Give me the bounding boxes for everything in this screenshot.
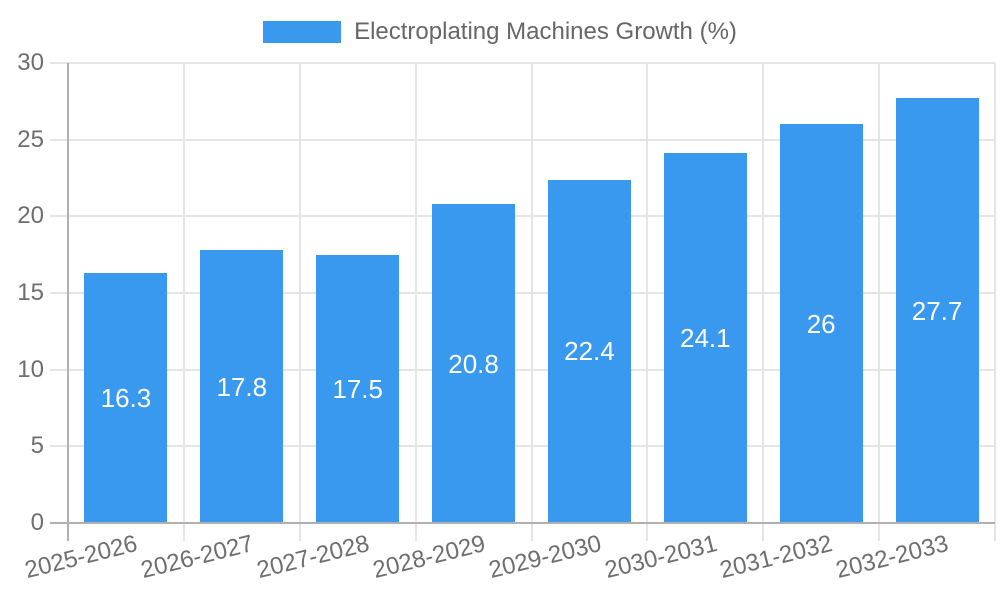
- gridline-vertical: [530, 63, 533, 523]
- x-axis-tick: [878, 523, 881, 541]
- bar-2030-2031[interactable]: [663, 153, 747, 523]
- gridline-vertical: [646, 63, 649, 523]
- y-axis-tick: [50, 292, 68, 294]
- x-tick-label: 2026-2027: [138, 530, 257, 584]
- bar-2028-2029[interactable]: [432, 204, 516, 523]
- x-tick-label: 2032-2033: [833, 530, 952, 584]
- x-axis-tick: [646, 523, 649, 541]
- x-axis-tick: [414, 523, 417, 541]
- gridline-vertical: [762, 63, 765, 523]
- y-tick-label: 20: [17, 202, 44, 230]
- y-tick-label: 30: [17, 49, 44, 76]
- bar-2029-2030[interactable]: [547, 179, 631, 523]
- gridline-vertical: [878, 63, 881, 523]
- x-tick-label: 2025-2026: [22, 530, 141, 584]
- bar-2032-2033[interactable]: [895, 98, 979, 523]
- bar-2025-2026[interactable]: [84, 273, 168, 523]
- x-axis-line: [50, 522, 995, 524]
- x-tick-label: 2031-2032: [717, 530, 836, 584]
- bar-2026-2027[interactable]: [200, 250, 284, 523]
- y-axis-tick: [50, 445, 68, 448]
- x-tick-label: 2030-2031: [601, 530, 720, 584]
- y-tick-label: 25: [17, 125, 44, 153]
- y-tick-label: 10: [17, 355, 44, 383]
- gridline-vertical: [298, 63, 301, 523]
- y-axis-tick: [50, 215, 68, 218]
- y-axis-line: [67, 63, 69, 541]
- x-axis-tick: [994, 523, 996, 541]
- x-axis-tick: [530, 523, 533, 541]
- x-tick-label: 2028-2029: [369, 530, 488, 584]
- legend-label: Electroplating Machines Growth (%): [354, 18, 737, 45]
- legend[interactable]: Electroplating Machines Growth (%): [0, 18, 1000, 46]
- y-axis-tick: [50, 62, 68, 64]
- bar-2027-2028[interactable]: [316, 254, 400, 523]
- gridline-vertical: [994, 63, 996, 523]
- y-tick-label: 5: [30, 432, 44, 460]
- x-axis-tick: [762, 523, 765, 541]
- x-axis-tick: [298, 523, 301, 541]
- x-axis-tick: [182, 523, 185, 541]
- x-tick-label: 2027-2028: [254, 530, 372, 584]
- y-axis-tick: [50, 368, 68, 371]
- y-tick-label: 15: [17, 279, 44, 306]
- y-tick-label: 0: [30, 509, 44, 536]
- y-axis-tick: [50, 138, 68, 141]
- legend-swatch: [263, 21, 342, 43]
- x-tick-label: 2029-2030: [485, 530, 604, 584]
- gridline-vertical: [182, 63, 185, 523]
- gridline-vertical: [414, 63, 417, 523]
- bar-2031-2032[interactable]: [779, 124, 863, 523]
